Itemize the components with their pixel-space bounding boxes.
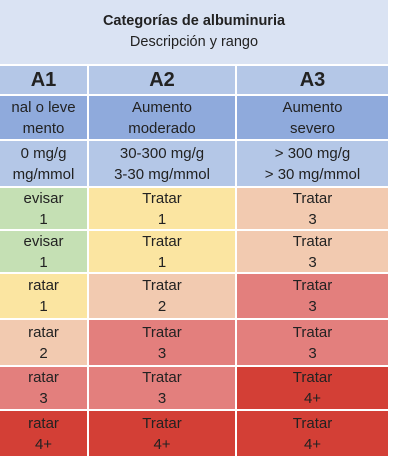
column-description-line: Aumento	[131, 98, 193, 116]
risk-cell: Tratar 3	[89, 367, 235, 409]
risk-cell-action: Tratar	[142, 369, 182, 386]
risk-cell-frequency: 3	[308, 210, 317, 228]
risk-cell-action: Tratar	[142, 189, 182, 207]
risk-cell-action: Tratar	[142, 323, 182, 341]
risk-cell-frequency: 2	[157, 298, 167, 315]
column-range-2: > 300 mg/g > 30 mg/mmol	[237, 141, 388, 186]
risk-cell-action: Tratar	[292, 232, 333, 250]
risk-cell-action: evisar	[23, 189, 64, 207]
column-range-line: mg/mmol	[12, 165, 75, 183]
risk-cell: ratar 1	[0, 274, 87, 318]
risk-cell-action: ratar	[28, 369, 59, 386]
risk-cell-frequency: 1	[39, 253, 48, 271]
column-range-line: > 300 mg/g	[274, 144, 351, 162]
risk-cell: ratar 4+	[0, 411, 87, 456]
risk-cell-action: Tratar	[142, 277, 182, 294]
column-description-1: Aumento moderado	[89, 96, 235, 139]
column-range-1: 30-300 mg/g 3-30 mg/mmol	[89, 141, 235, 186]
column-description-line: Aumento	[282, 98, 343, 116]
risk-cell-action: Tratar	[292, 369, 333, 386]
risk-cell: Tratar 3	[237, 320, 388, 365]
risk-cell-action: Tratar	[142, 414, 182, 432]
column-description-line: mento	[22, 119, 65, 137]
column-description-line: severo	[289, 119, 336, 137]
risk-cell-action: Tratar	[292, 414, 333, 432]
column-description-line: moderado	[128, 119, 196, 137]
risk-cell: Tratar 3	[237, 188, 388, 229]
risk-cell: evisar 1	[0, 231, 87, 272]
risk-cell-frequency: 4+	[303, 435, 322, 453]
header-title: Categorías de albuminuria	[102, 13, 286, 29]
column-description-line: nal o leve	[11, 98, 76, 116]
column-range-line: 0 mg/g	[20, 144, 67, 162]
risk-cell: Tratar 4+	[237, 367, 388, 409]
column-code-label: A2	[149, 68, 175, 91]
risk-cell: Tratar 1	[89, 188, 235, 229]
column-description-2: Aumento severo	[237, 96, 388, 139]
risk-cell-frequency: 1	[39, 298, 48, 315]
column-code-1: A2	[89, 66, 235, 94]
risk-cell-action: Tratar	[292, 277, 333, 294]
risk-cell-frequency: 3	[157, 390, 167, 407]
risk-cell-frequency: 3	[157, 344, 167, 362]
risk-cell-frequency: 4+	[303, 390, 322, 407]
risk-cell: ratar 2	[0, 320, 87, 365]
column-code-label: A3	[299, 68, 326, 91]
risk-cell-frequency: 2	[39, 344, 48, 362]
risk-cell-frequency: 4+	[34, 435, 53, 453]
risk-cell-frequency: 1	[157, 253, 167, 271]
risk-cell-action: ratar	[28, 414, 59, 432]
table-header: Categorías de albuminuria Descripción y r…	[0, 0, 388, 64]
risk-cell: Tratar 3	[89, 320, 235, 365]
column-range-line: 3-30 mg/mmol	[114, 165, 210, 183]
risk-cell-frequency: 3	[308, 298, 317, 315]
risk-cell: Tratar 3	[237, 231, 388, 272]
risk-cell-action: evisar	[23, 232, 64, 250]
column-range-0: 0 mg/g mg/mmol	[0, 141, 87, 186]
risk-cell-frequency: 3	[308, 253, 317, 271]
risk-cell: Tratar 1	[89, 231, 235, 272]
column-range-line: 30-300 mg/g	[119, 144, 205, 162]
risk-cell-action: Tratar	[142, 232, 182, 250]
risk-cell-action: Tratar	[292, 323, 333, 341]
risk-cell: ratar 3	[0, 367, 87, 409]
risk-cell-frequency: 3	[39, 390, 48, 407]
risk-cell-frequency: 1	[157, 210, 167, 228]
column-range-line: > 30 mg/mmol	[264, 165, 361, 183]
risk-cell-action: ratar	[28, 277, 59, 294]
risk-cell: Tratar 4+	[237, 411, 388, 456]
column-description-0: nal o leve mento	[0, 96, 87, 139]
risk-cell: Tratar 4+	[89, 411, 235, 456]
column-code-2: A3	[237, 66, 388, 94]
risk-cell: Tratar 2	[89, 274, 235, 318]
column-code-0: A1	[0, 66, 87, 94]
risk-cell-frequency: 4+	[153, 435, 171, 453]
header-subtitle: Descripción y rango	[129, 34, 259, 50]
risk-cell-action: Tratar	[292, 189, 333, 207]
risk-cell: Tratar 3	[237, 274, 388, 318]
risk-cell-frequency: 3	[308, 344, 317, 362]
risk-cell-frequency: 1	[39, 210, 48, 228]
column-code-label: A1	[30, 68, 57, 91]
risk-cell-action: ratar	[28, 323, 59, 341]
risk-cell: evisar 1	[0, 188, 87, 229]
